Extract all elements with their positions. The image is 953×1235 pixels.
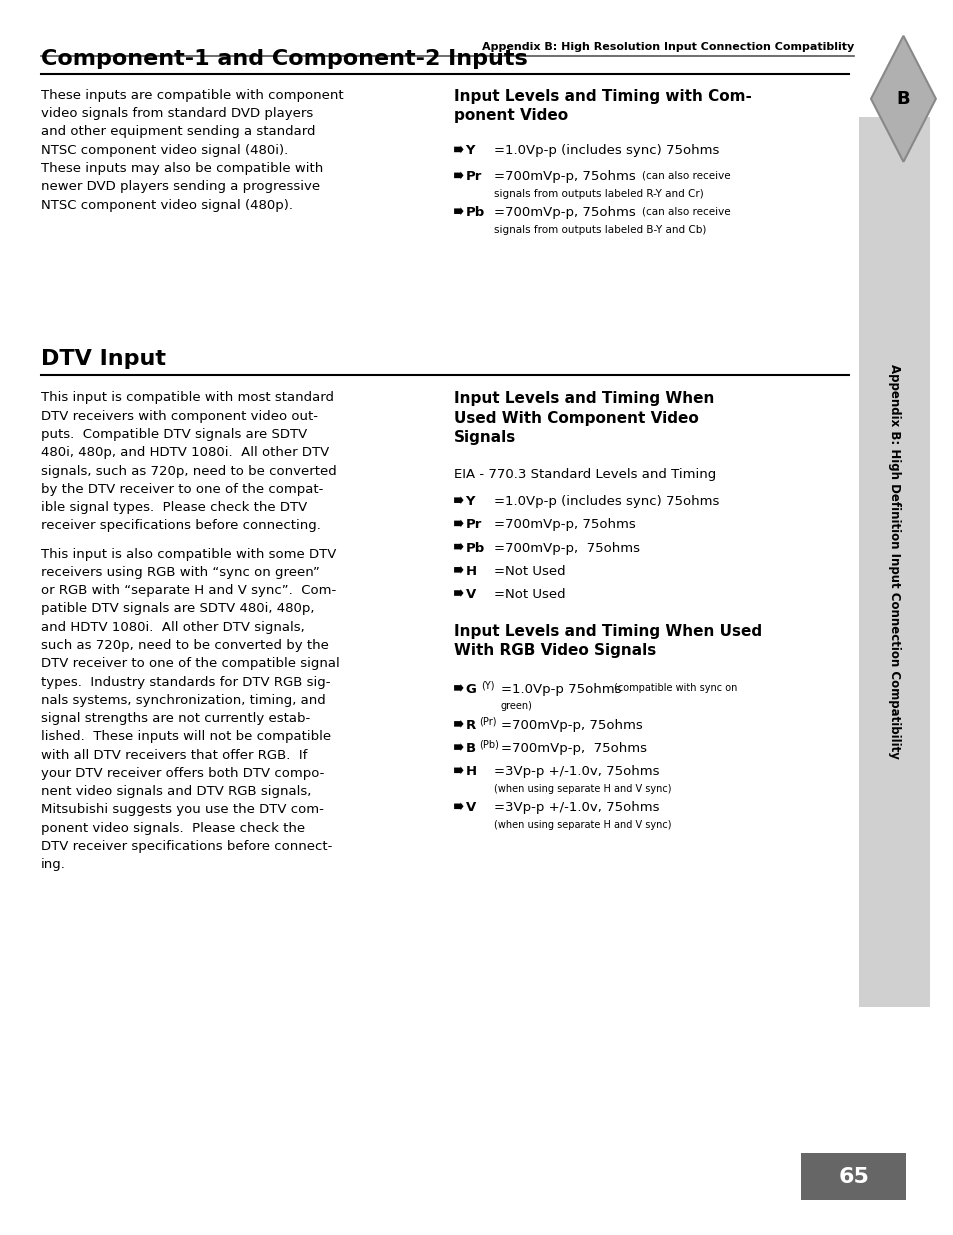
Text: This input is also compatible with some DTV: This input is also compatible with some … (41, 547, 336, 561)
Text: B: B (465, 742, 476, 755)
Text: DTV Input: DTV Input (41, 350, 166, 369)
Text: types.  Industry standards for DTV RGB sig-: types. Industry standards for DTV RGB si… (41, 676, 330, 689)
Text: green): green) (500, 701, 532, 711)
Text: =700mVp-p, 75ohms: =700mVp-p, 75ohms (494, 206, 639, 220)
Text: =700mVp-p, 75ohms: =700mVp-p, 75ohms (494, 519, 636, 531)
Text: such as 720p, need to be converted by the: such as 720p, need to be converted by th… (41, 638, 329, 652)
Text: DTV receiver to one of the compatible signal: DTV receiver to one of the compatible si… (41, 657, 339, 671)
Text: Component-1 and Component-2 Inputs: Component-1 and Component-2 Inputs (41, 49, 527, 69)
Text: (can also receive: (can also receive (641, 170, 730, 180)
FancyArrow shape (454, 566, 463, 574)
Text: NTSC component video signal (480i).: NTSC component video signal (480i). (41, 143, 288, 157)
Text: B: B (896, 90, 909, 107)
Text: DTV receivers with component video out-: DTV receivers with component video out- (41, 410, 317, 422)
Text: =3Vp-p +/-1.0v, 75ohms: =3Vp-p +/-1.0v, 75ohms (494, 802, 659, 814)
Text: patible DTV signals are SDTV 480i, 480p,: patible DTV signals are SDTV 480i, 480p, (41, 603, 314, 615)
Text: V: V (465, 588, 476, 601)
FancyArrow shape (454, 542, 463, 551)
Text: lished.  These inputs will not be compatible: lished. These inputs will not be compati… (41, 730, 331, 743)
Text: H: H (465, 564, 476, 578)
Text: signal strengths are not currently estab-: signal strengths are not currently estab… (41, 713, 310, 725)
FancyArrow shape (454, 496, 463, 504)
Text: (when using separate H and V sync): (when using separate H and V sync) (494, 820, 671, 830)
Text: signals from outputs labeled R-Y and Cr): signals from outputs labeled R-Y and Cr) (494, 189, 703, 199)
Text: G: G (465, 683, 476, 697)
Text: =700mVp-p, 75ohms: =700mVp-p, 75ohms (494, 170, 639, 184)
Text: These inputs may also be compatible with: These inputs may also be compatible with (41, 162, 323, 175)
Text: (Y): (Y) (480, 680, 494, 690)
Text: =Not Used: =Not Used (494, 564, 565, 578)
Text: video signals from standard DVD players: video signals from standard DVD players (41, 107, 313, 120)
Text: Pb: Pb (465, 542, 484, 555)
Bar (858, 117, 929, 1007)
Text: puts.  Compatible DTV signals are SDTV: puts. Compatible DTV signals are SDTV (41, 429, 307, 441)
Text: =700mVp-p, 75ohms: =700mVp-p, 75ohms (500, 719, 642, 732)
FancyArrow shape (454, 207, 463, 215)
Text: (Pr): (Pr) (478, 716, 496, 726)
Text: with all DTV receivers that offer RGB.  If: with all DTV receivers that offer RGB. I… (41, 748, 307, 762)
Text: (can also receive: (can also receive (641, 206, 730, 216)
Text: =700mVp-p,  75ohms: =700mVp-p, 75ohms (494, 542, 639, 555)
FancyArrow shape (454, 172, 463, 179)
FancyArrow shape (454, 720, 463, 727)
FancyArrow shape (454, 803, 463, 810)
Text: Pr: Pr (465, 170, 481, 184)
Text: 480i, 480p, and HDTV 1080i.  All other DTV: 480i, 480p, and HDTV 1080i. All other DT… (41, 446, 329, 459)
Text: EIA - 770.3 Standard Levels and Timing: EIA - 770.3 Standard Levels and Timing (454, 468, 716, 482)
Text: Input Levels and Timing When Used
With RGB Video Signals: Input Levels and Timing When Used With R… (454, 624, 761, 658)
Text: (compatible with sync on: (compatible with sync on (614, 683, 737, 693)
Text: by the DTV receiver to one of the compat-: by the DTV receiver to one of the compat… (41, 483, 323, 496)
Text: Appendix B: High Resolution Input Connection Compatiblity: Appendix B: High Resolution Input Connec… (481, 42, 853, 52)
Text: Y: Y (465, 495, 475, 509)
FancyArrow shape (454, 520, 463, 527)
Text: Appendix B: High Definition Input Connection Compatibility: Appendix B: High Definition Input Connec… (887, 364, 900, 760)
Text: Input Levels and Timing with Com-
ponent Video: Input Levels and Timing with Com- ponent… (454, 89, 751, 124)
Text: =1.0Vp-p (includes sync) 75ohms: =1.0Vp-p (includes sync) 75ohms (494, 144, 719, 158)
Text: Input Levels and Timing When
Used With Component Video
Signals: Input Levels and Timing When Used With C… (454, 391, 714, 445)
Text: receiver specifications before connecting.: receiver specifications before connectin… (41, 520, 320, 532)
FancyArrow shape (454, 146, 463, 153)
Text: signals from outputs labeled B-Y and Cb): signals from outputs labeled B-Y and Cb) (494, 225, 706, 235)
Text: ing.: ing. (41, 858, 66, 872)
Text: H: H (465, 766, 476, 778)
FancyArrow shape (454, 767, 463, 774)
Text: This input is compatible with most standard: This input is compatible with most stand… (41, 391, 334, 405)
Text: =Not Used: =Not Used (494, 588, 565, 601)
FancyArrow shape (454, 684, 463, 692)
Text: Pb: Pb (465, 206, 484, 220)
Text: V: V (465, 802, 476, 814)
Text: and other equipment sending a standard: and other equipment sending a standard (41, 126, 315, 138)
Text: (when using separate H and V sync): (when using separate H and V sync) (494, 784, 671, 794)
Text: Pr: Pr (465, 519, 481, 531)
Text: nent video signals and DTV RGB signals,: nent video signals and DTV RGB signals, (41, 785, 311, 798)
Text: =3Vp-p +/-1.0v, 75ohms: =3Vp-p +/-1.0v, 75ohms (494, 766, 659, 778)
Text: ponent video signals.  Please check the: ponent video signals. Please check the (41, 821, 305, 835)
Text: Y: Y (465, 144, 475, 158)
Text: newer DVD players sending a progressive: newer DVD players sending a progressive (41, 180, 320, 194)
Text: These inputs are compatible with component: These inputs are compatible with compone… (41, 89, 343, 103)
Text: =1.0Vp-p (includes sync) 75ohms: =1.0Vp-p (includes sync) 75ohms (494, 495, 719, 509)
Text: R: R (465, 719, 476, 732)
Text: receivers using RGB with “sync on green”: receivers using RGB with “sync on green” (41, 566, 319, 579)
FancyArrow shape (454, 589, 463, 597)
Text: and HDTV 1080i.  All other DTV signals,: and HDTV 1080i. All other DTV signals, (41, 621, 304, 634)
Text: 65: 65 (838, 1167, 868, 1187)
Text: NTSC component video signal (480p).: NTSC component video signal (480p). (41, 199, 293, 211)
Polygon shape (870, 36, 935, 162)
Text: =1.0Vp-p 75ohms: =1.0Vp-p 75ohms (500, 683, 620, 697)
Text: nals systems, synchronization, timing, and: nals systems, synchronization, timing, a… (41, 694, 325, 706)
Text: or RGB with “separate H and V sync”.  Com-: or RGB with “separate H and V sync”. Com… (41, 584, 335, 598)
Text: (Pb): (Pb) (478, 740, 498, 750)
Text: Mitsubishi suggests you use the DTV com-: Mitsubishi suggests you use the DTV com- (41, 804, 324, 816)
Text: =700mVp-p,  75ohms: =700mVp-p, 75ohms (500, 742, 646, 755)
Text: ible signal types.  Please check the DTV: ible signal types. Please check the DTV (41, 501, 307, 514)
Bar (801, 1153, 905, 1200)
FancyArrow shape (454, 743, 463, 751)
Text: DTV receiver specifications before connect-: DTV receiver specifications before conne… (41, 840, 332, 853)
Text: your DTV receiver offers both DTV compo-: your DTV receiver offers both DTV compo- (41, 767, 324, 781)
Text: signals, such as 720p, need to be converted: signals, such as 720p, need to be conver… (41, 464, 336, 478)
